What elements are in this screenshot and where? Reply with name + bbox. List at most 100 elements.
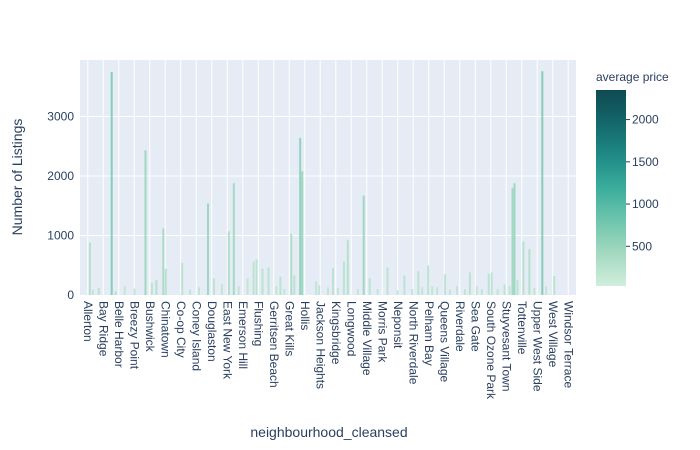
x-tick-label: North Riverdale [406, 301, 420, 385]
colorbar-title: average price [596, 70, 669, 84]
x-tick-label: Jackson Heights [313, 301, 327, 389]
bar [533, 287, 536, 295]
x-tick-label: Douglaston [205, 301, 219, 362]
bar [513, 183, 516, 295]
bar [511, 187, 514, 295]
x-tick-label: Great Kills [282, 301, 296, 356]
bar [318, 285, 321, 295]
y-axis-label: Number of Listings [9, 119, 25, 236]
bar [468, 272, 471, 295]
x-tick-label: Sea Gate [468, 301, 482, 352]
bar [261, 268, 264, 295]
bar [91, 289, 94, 295]
y-tick-label: 1000 [47, 229, 74, 243]
bar [368, 278, 371, 295]
bar [220, 284, 223, 295]
x-tick-label: Belle Harbor [112, 301, 126, 368]
colorbar-tick-label: 1000 [632, 197, 659, 211]
bar [133, 288, 136, 295]
bar [376, 289, 379, 295]
bar [346, 240, 349, 295]
bar [475, 286, 478, 295]
bar [279, 276, 282, 295]
x-tick-label: West Village [546, 301, 560, 368]
bar [212, 278, 215, 295]
bar [444, 274, 447, 295]
x-tick-label: Co-op City [174, 301, 188, 358]
bar [181, 262, 184, 295]
bar [123, 286, 126, 295]
bar [362, 195, 365, 295]
bar [198, 287, 200, 295]
x-tick-label: Longwood [344, 301, 358, 356]
x-tick-label: East New York [220, 301, 234, 380]
colorbar-tick-label: 2000 [632, 113, 659, 127]
colorbar-ticks: 500 1000 1500 2000 [626, 113, 659, 253]
plot-background [80, 60, 576, 295]
x-tick-label: Kingsbridge [329, 301, 343, 365]
bar [356, 289, 359, 295]
bar [553, 276, 556, 295]
colorbar-tick-label: 500 [632, 239, 652, 253]
bar [342, 261, 345, 295]
x-tick-label: Flushing [251, 301, 265, 346]
bar [155, 280, 158, 295]
x-tick-label: Upper West Side [530, 301, 544, 392]
bar [490, 272, 493, 295]
x-tick-label: Gerritsen Beach [267, 301, 281, 388]
colorbar-tick-label: 1500 [632, 155, 659, 169]
bar [427, 265, 430, 295]
bar [252, 261, 255, 295]
x-tick-label: Windsor Terrace [561, 301, 575, 388]
bar [417, 271, 420, 295]
x-tick-label: Bay Ridge [96, 301, 110, 357]
y-tick-label: 3000 [47, 110, 74, 124]
bar [480, 289, 483, 295]
bar [207, 203, 209, 295]
bar [436, 287, 439, 295]
colorbar: average price 500 1000 1500 2000 [596, 70, 669, 286]
bar [110, 71, 113, 296]
bar [283, 289, 286, 295]
bar [315, 281, 318, 295]
x-tick-label: Riverdale [453, 301, 467, 352]
bar [449, 289, 451, 295]
x-tick-label: Pelham Bay [422, 301, 436, 366]
x-tick-label: Hollis [298, 301, 312, 330]
bar [332, 268, 334, 295]
bar [97, 287, 100, 295]
bar [541, 71, 544, 295]
x-tick-label: Stuyvesant Town [499, 301, 513, 392]
bar [114, 291, 117, 295]
x-tick-label: Breezy Point [127, 301, 141, 370]
bar [456, 286, 458, 295]
bar [403, 275, 406, 295]
bar [246, 278, 249, 295]
bar [88, 242, 91, 295]
bar [421, 287, 424, 295]
bar [396, 290, 399, 295]
y-tick-labels: 0 1000 2000 3000 [47, 110, 74, 302]
bar [232, 183, 235, 295]
bar [487, 273, 490, 295]
bar [522, 241, 525, 295]
bar [267, 267, 270, 295]
x-tick-labels: Allerton Bay Ridge Belle Harbor Breezy Poin… [81, 301, 575, 400]
bar [386, 267, 389, 295]
x-tick-label: Middle Village [360, 301, 374, 376]
x-tick-label: Allerton [81, 301, 95, 342]
bar [189, 289, 192, 295]
x-tick-label: Emerson Hill [236, 301, 250, 369]
x-tick-label: Coney Island [189, 301, 203, 371]
bar [336, 287, 339, 295]
x-axis-label: neighbourhood_cleansed [250, 424, 407, 440]
bar [431, 286, 434, 295]
bar [150, 283, 153, 295]
x-tick-label: Queens Village [437, 301, 451, 382]
bar [237, 286, 240, 295]
bar [503, 284, 506, 295]
x-tick-label: Tottenville [515, 301, 529, 355]
y-tick-label: 2000 [47, 169, 74, 183]
x-tick-label: Bushwick [143, 301, 157, 353]
